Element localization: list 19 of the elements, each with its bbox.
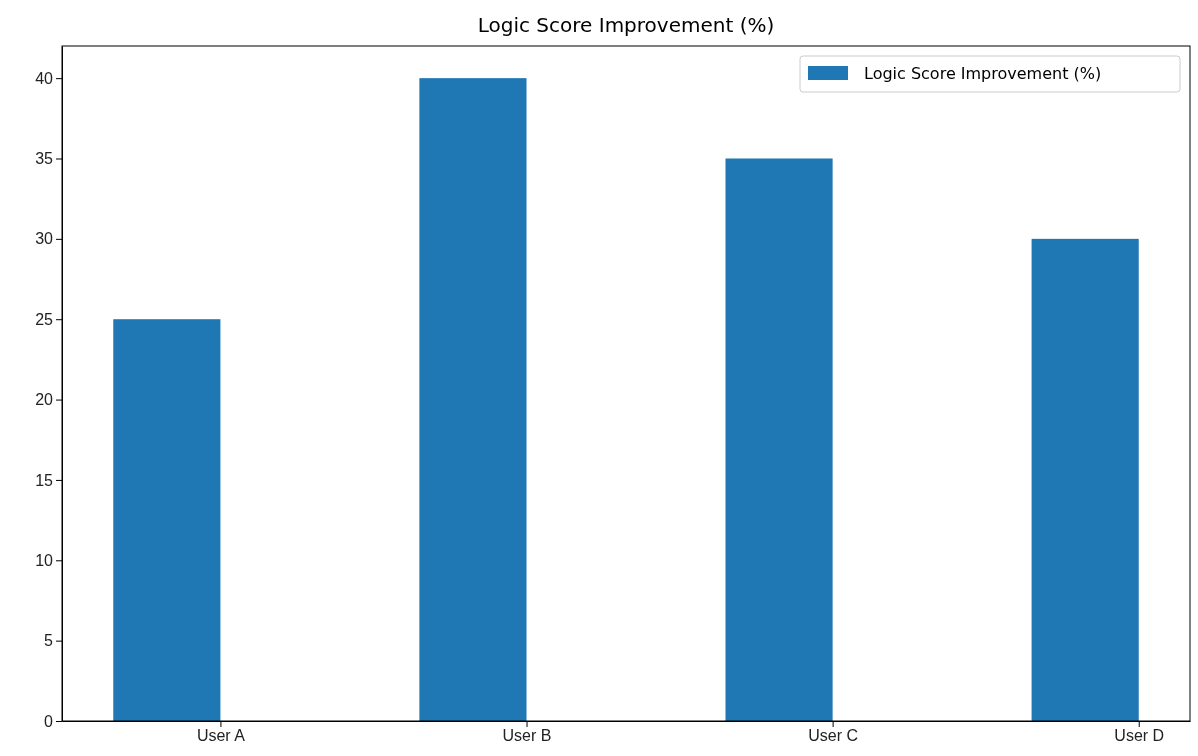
y-tick-label: 40 [35, 69, 54, 87]
x-tick-label: User B [502, 727, 552, 745]
y-tick-label: 5 [44, 632, 54, 650]
x-tick-label: User A [196, 727, 246, 745]
bar [725, 158, 833, 721]
y-tick-label: 30 [35, 230, 54, 248]
chart-title: Logic Score Improvement (%) [477, 13, 775, 37]
y-tick-label: 10 [35, 551, 54, 569]
y-tick-label: 35 [35, 150, 54, 168]
y-tick-label: 25 [35, 310, 54, 328]
bar [113, 319, 221, 721]
y-tick-label: 0 [44, 712, 54, 730]
legend-label: Logic Score Improvement (%) [864, 64, 1102, 83]
bar [1031, 238, 1139, 721]
x-tick-label: User D [1114, 727, 1165, 745]
x-tick-label: User C [808, 727, 859, 745]
y-tick-label: 15 [35, 471, 54, 489]
bar [419, 78, 527, 721]
y-tick-label: 20 [35, 391, 54, 409]
